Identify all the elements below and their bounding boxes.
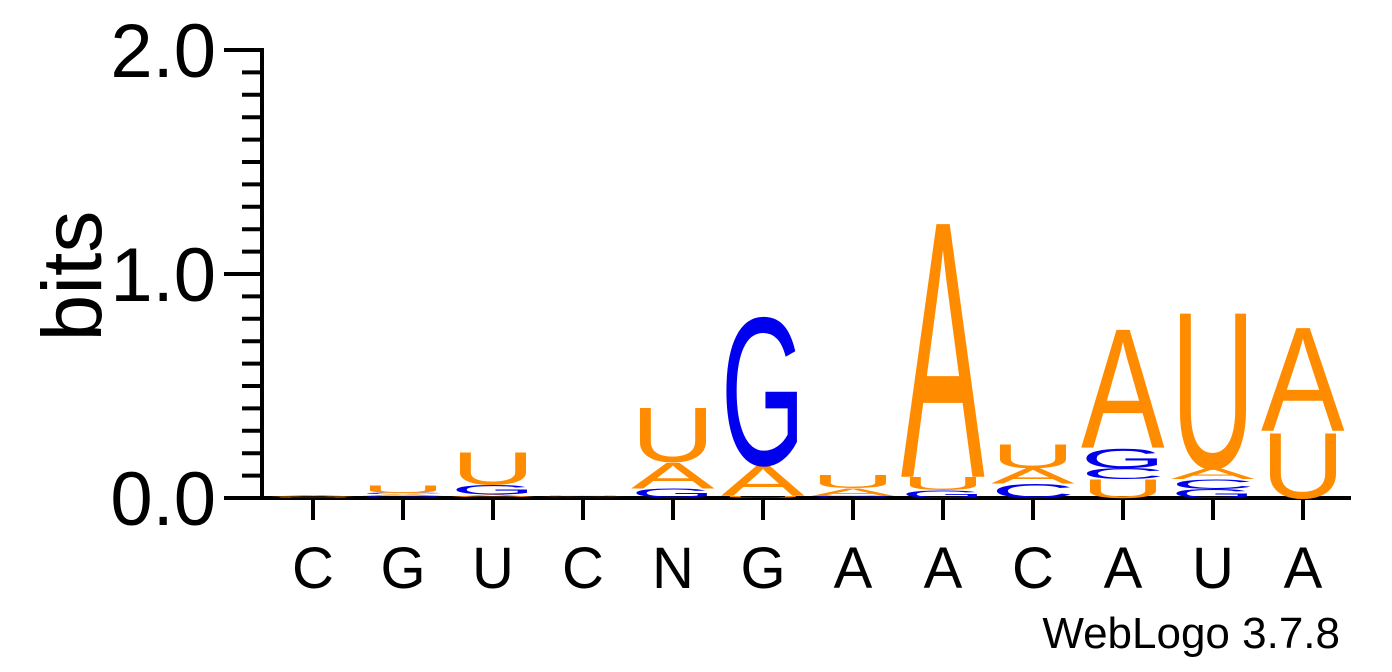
logo-letter-C: C: [451, 497, 535, 498]
logo-letter-U: U: [1081, 474, 1165, 503]
logo-letter-G: G: [361, 496, 445, 498]
logo-letter-U: U: [721, 496, 805, 498]
logo-letter-G: G: [631, 486, 715, 500]
logo-letter-C: C: [991, 480, 1075, 503]
logo-letter-C: C: [721, 497, 805, 498]
y-axis: 0.0 1.0 2.0: [110, 9, 264, 542]
logo-letter-C: C: [1081, 465, 1165, 482]
logo-letter-A: A: [541, 496, 625, 497]
logo-letter-G: G: [721, 273, 805, 510]
logo-column: GUA: [901, 146, 985, 556]
x-tick-label: G: [740, 536, 785, 601]
y-tick-label: 2.0: [110, 9, 216, 94]
logo-letter-U: U: [991, 437, 1075, 475]
x-tick-label: N: [652, 536, 694, 601]
x-tick-label: C: [1012, 536, 1054, 601]
logo-letter-A: A: [1171, 465, 1255, 482]
logo-letter-U: U: [271, 496, 355, 497]
logo-letter-A: A: [991, 464, 1075, 488]
logo-letter-A: A: [721, 457, 805, 506]
x-tick-label: A: [924, 536, 963, 601]
weblogo-credit: WebLogo 3.7.8: [1042, 609, 1340, 658]
logo-column: UA: [1261, 296, 1345, 518]
logo-letter-A: A: [631, 454, 715, 496]
logo-letter-A: A: [811, 486, 896, 498]
logo-column: CAU: [991, 437, 1075, 502]
logo-letter-G: G: [901, 488, 985, 500]
logo-letter-A: A: [1261, 296, 1345, 463]
logo-letter-U: U: [451, 442, 535, 494]
logo-letter-C: C: [361, 493, 445, 495]
x-tick-label: A: [1284, 536, 1323, 601]
y-tick-label: 1.0: [110, 233, 216, 318]
logo-letter-U: U: [631, 391, 715, 478]
logo-column: GUA: [271, 495, 355, 498]
logo-letter-A: A: [271, 495, 355, 497]
logo-letter-C: C: [541, 497, 625, 498]
x-tick-label: G: [380, 536, 425, 601]
x-tick-label: U: [472, 536, 514, 601]
logo-letter-G: G: [1171, 487, 1255, 501]
logo-letter-G: G: [811, 495, 895, 497]
x-tick-label: C: [562, 536, 604, 601]
logo-letter-U: U: [901, 473, 985, 494]
y-tick-label: 0.0: [110, 457, 216, 542]
logo-letter-G: G: [271, 497, 355, 498]
logo-letter-U: U: [541, 495, 625, 496]
logo-letter-C: C: [811, 497, 895, 498]
x-tick-label: A: [1104, 536, 1143, 601]
logo-letter-U: U: [1171, 264, 1255, 515]
logo-letter-U: U: [361, 483, 445, 495]
logo-letter-C: C: [631, 497, 715, 498]
y-axis-label: bits: [25, 211, 119, 342]
logo-letter-A: A: [1081, 292, 1165, 484]
logo-letter-G: G: [451, 482, 535, 498]
logo-letter-C: C: [1171, 476, 1255, 492]
logo-letter-A: A: [451, 494, 535, 498]
logo-letter-G: G: [1081, 443, 1165, 474]
logo-letter-A: A: [901, 146, 985, 556]
x-tick-label: A: [834, 536, 873, 601]
logo-letter-U: U: [1261, 415, 1345, 519]
logo-letter-A: A: [361, 494, 445, 497]
logo-letter-C: C: [361, 497, 445, 498]
x-tick-label: C: [292, 536, 334, 601]
x-tick-label: U: [1192, 536, 1234, 601]
logo-letter-U: U: [811, 471, 895, 492]
logo-letter-G: G: [541, 496, 625, 497]
